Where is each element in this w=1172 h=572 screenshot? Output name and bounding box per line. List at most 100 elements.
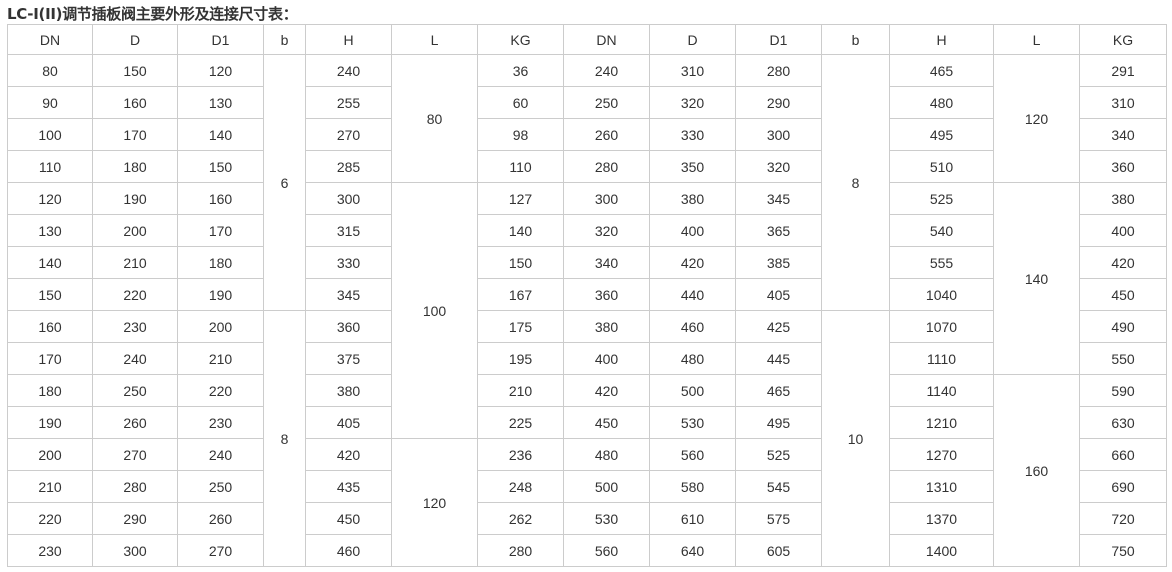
left-d1-cell: 150 [177,150,264,183]
left-d-cell: 270 [92,438,178,471]
left-d1-cell: 130 [177,86,264,119]
left-h-cell: 330 [305,246,392,279]
left-kg-cell: 60 [477,86,564,119]
table-row: 210 280 250 435 248 500 580 545 1310 690 [7,470,1167,503]
left-d1-cell: 180 [177,246,264,279]
left-dn-cell: 110 [7,150,93,183]
left-h-cell: 300 [305,182,392,215]
left-kg-cell: 175 [477,310,564,343]
right-h-cell: 555 [889,246,994,279]
right-d1-cell: 605 [735,534,822,567]
right-d-cell: 400 [649,214,736,247]
table-row: 180 250 220 380 210 420 500 465 1140 160 590 [7,374,1167,567]
left-d1-cell: 120 [177,54,264,87]
right-h-cell: 1070 [889,310,994,343]
table-row: 150 220 190 345 167 360 440 405 1040 450 [7,278,1167,311]
right-kg-cell: 550 [1079,342,1167,375]
right-h-cell: 1310 [889,470,994,503]
right-d1-cell: 465 [735,374,822,407]
left-h-cell: 380 [305,374,392,407]
right-dn-cell: 560 [563,534,650,567]
table-row: 90 160 130 255 60 250 320 290 480 310 [7,86,1167,119]
right-h-cell: 1140 [889,374,994,407]
left-kg-cell: 167 [477,278,564,311]
right-kg-cell: 450 [1079,278,1167,311]
right-dn-cell: 500 [563,470,650,503]
left-l-cell: 120 [391,438,478,567]
right-d-cell: 460 [649,310,736,343]
left-dn-cell: 150 [7,278,93,311]
right-d1-cell: 320 [735,150,822,183]
right-d1-cell: 575 [735,502,822,535]
right-l-cell: 160 [993,374,1080,567]
left-d-cell: 150 [92,54,178,87]
column-header-d1: D1 [735,24,822,55]
left-dn-cell: 190 [7,406,93,439]
right-kg-cell: 360 [1079,150,1167,183]
right-d1-cell: 425 [735,310,822,343]
right-l-cell: 120 [993,54,1080,183]
left-kg-cell: 110 [477,150,564,183]
table-row: 190 260 230 405 225 450 530 495 1210 630 [7,406,1167,439]
left-kg-cell: 262 [477,502,564,535]
left-d1-cell: 140 [177,118,264,151]
left-dn-cell: 140 [7,246,93,279]
left-d1-cell: 190 [177,278,264,311]
right-d-cell: 350 [649,150,736,183]
right-dn-cell: 360 [563,278,650,311]
right-h-cell: 465 [889,54,994,87]
left-d-cell: 260 [92,406,178,439]
right-dn-cell: 400 [563,342,650,375]
left-d1-cell: 210 [177,342,264,375]
table-row: 170 240 210 375 195 400 480 445 1110 550 [7,342,1167,375]
left-dn-cell: 230 [7,534,93,567]
left-d-cell: 220 [92,278,178,311]
left-d1-cell: 200 [177,310,264,343]
right-dn-cell: 240 [563,54,650,87]
right-d1-cell: 445 [735,342,822,375]
table-row: 160 230 200 8 360 175 380 460 425 10 1070 490 [7,310,1167,567]
right-kg-cell: 380 [1079,182,1167,215]
right-h-cell: 1370 [889,502,994,535]
left-dn-cell: 220 [7,502,93,535]
right-h-cell: 1110 [889,342,994,375]
left-d1-cell: 160 [177,182,264,215]
left-d-cell: 250 [92,374,178,407]
right-d1-cell: 525 [735,438,822,471]
column-header-d: D [92,24,178,55]
table-row: 120 190 160 300 100 127 300 380 345 525 140 380 [7,182,1167,439]
right-d1-cell: 345 [735,182,822,215]
left-kg-cell: 150 [477,246,564,279]
right-d-cell: 320 [649,86,736,119]
left-h-cell: 345 [305,278,392,311]
left-d-cell: 180 [92,150,178,183]
table-row: 80 150 120 6 240 80 36 240 310 280 8 465 120 291 [7,54,1167,311]
right-b-cell: 10 [821,310,890,567]
left-h-cell: 285 [305,150,392,183]
column-header-l: L [391,24,478,55]
left-h-cell: 450 [305,502,392,535]
right-d-cell: 580 [649,470,736,503]
left-h-cell: 315 [305,214,392,247]
left-dn-cell: 120 [7,182,93,215]
left-d1-cell: 270 [177,534,264,567]
left-kg-cell: 127 [477,182,564,215]
right-dn-cell: 340 [563,246,650,279]
right-dn-cell: 280 [563,150,650,183]
left-d1-cell: 260 [177,502,264,535]
left-kg-cell: 36 [477,54,564,87]
column-header-h: H [889,24,994,55]
right-d1-cell: 545 [735,470,822,503]
left-h-cell: 405 [305,406,392,439]
left-dn-cell: 180 [7,374,93,407]
right-d-cell: 610 [649,502,736,535]
left-dn-cell: 200 [7,438,93,471]
left-d-cell: 280 [92,470,178,503]
left-h-cell: 375 [305,342,392,375]
left-kg-cell: 236 [477,438,564,471]
left-dn-cell: 130 [7,214,93,247]
right-l-cell: 140 [993,182,1080,375]
column-header-b: b [821,24,890,55]
table-row: 130 200 170 315 140 320 400 365 540 400 [7,214,1167,247]
right-kg-cell: 340 [1079,118,1167,151]
